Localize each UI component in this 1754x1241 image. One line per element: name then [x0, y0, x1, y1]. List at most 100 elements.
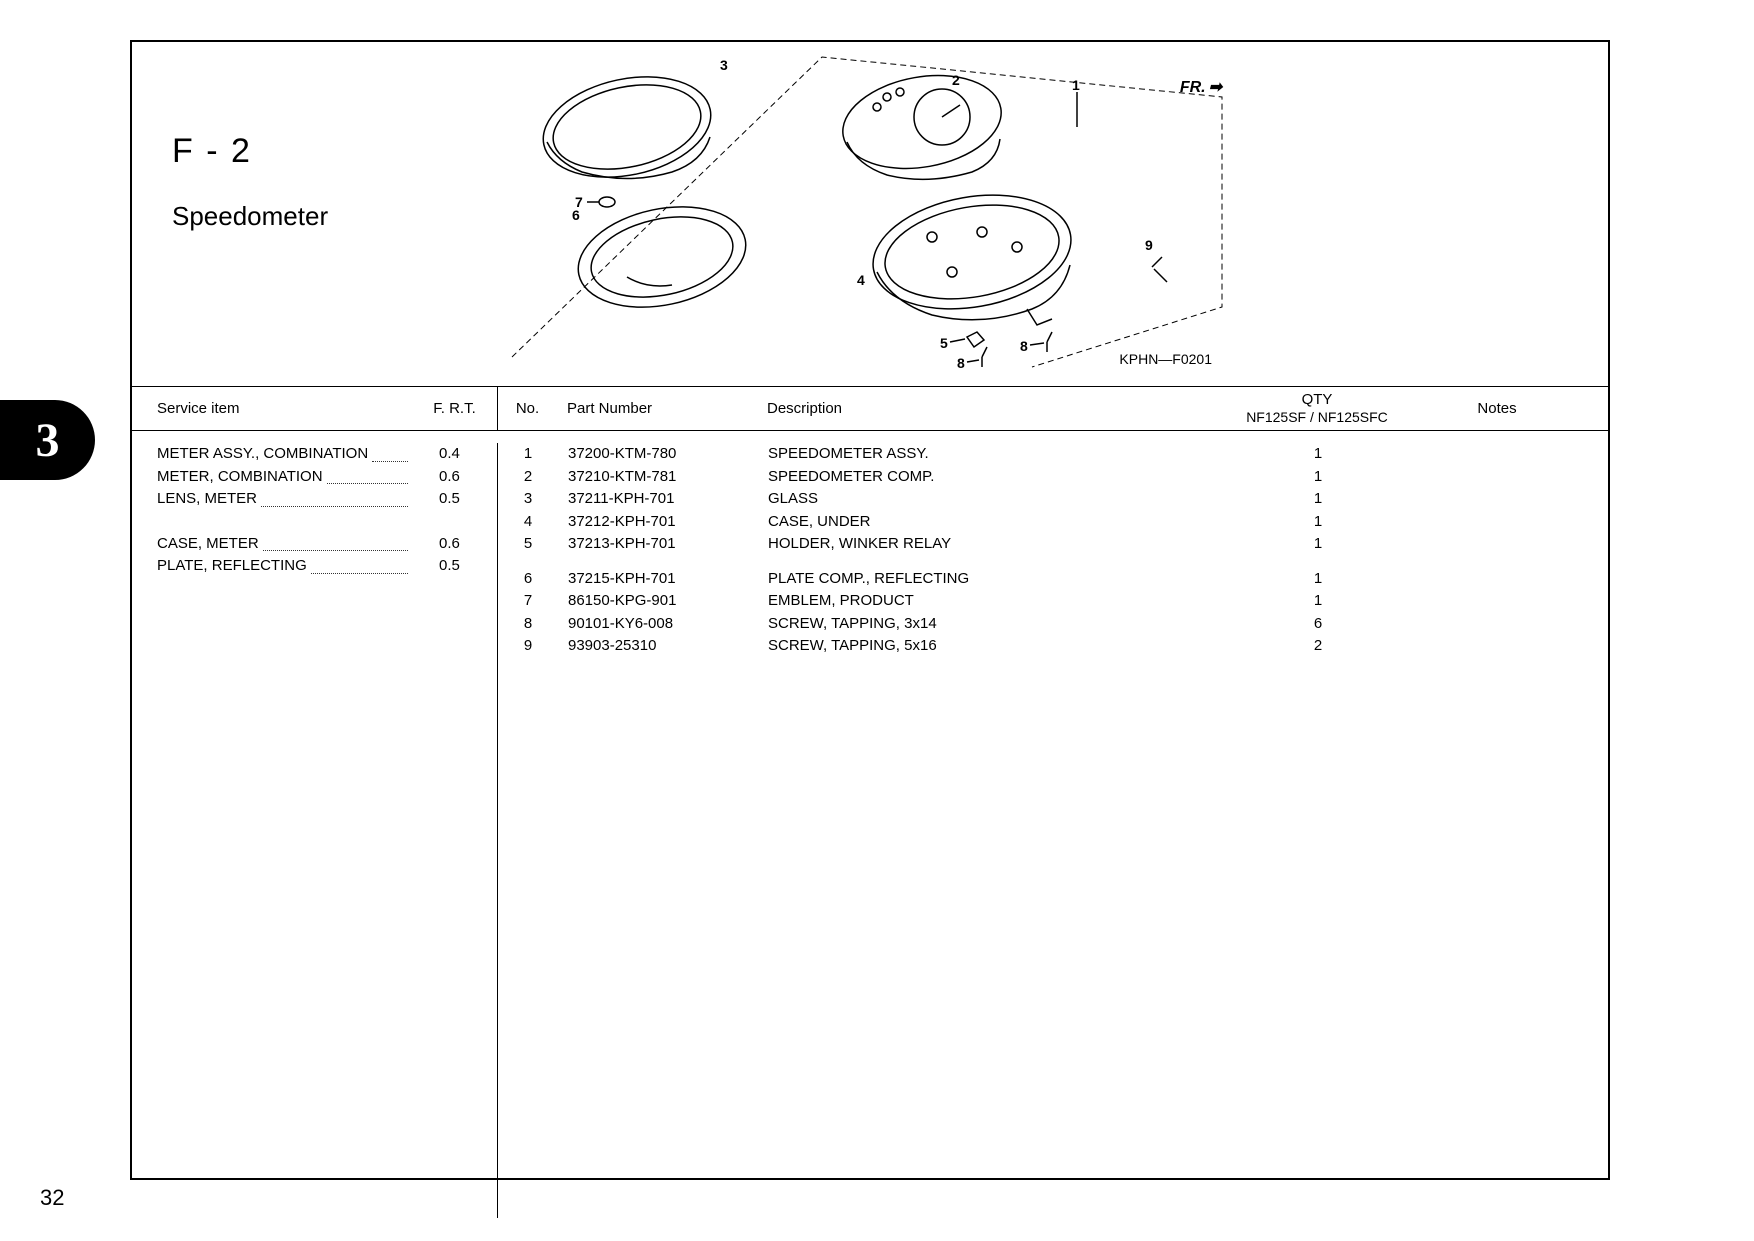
- part-notes: [1438, 466, 1558, 489]
- table-header-row: Service item F. R.T. No. Part Number Des…: [132, 387, 1608, 431]
- part-number: 37215-KPH-701: [558, 568, 758, 591]
- callout-1: 1: [1072, 77, 1080, 93]
- part-notes: [1438, 488, 1558, 511]
- part-qty: 1: [1198, 533, 1438, 556]
- section-code: F - 2: [172, 132, 328, 171]
- part-qty: 1: [1198, 488, 1438, 511]
- part-number: 37213-KPH-701: [558, 533, 758, 556]
- part-no: 8: [498, 613, 558, 636]
- part-description: EMBLEM, PRODUCT: [758, 590, 1198, 613]
- part-no: 6: [498, 568, 558, 591]
- callout-7: 7: [575, 194, 583, 210]
- service-name: LENS, METER: [132, 488, 412, 511]
- part-number: 37211-KPH-701: [558, 488, 758, 511]
- service-frt: 0.4: [439, 443, 489, 466]
- part-row: 2 37210-KTM-781 SPEEDOMETER COMP. 1: [498, 466, 1608, 489]
- header-qty-bottom: NF125SF / NF125SFC: [1246, 409, 1388, 426]
- page-number: 32: [40, 1185, 64, 1211]
- header-desc: Description: [757, 400, 1197, 417]
- part-description: SCREW, TAPPING, 5x16: [758, 635, 1198, 658]
- header-qty-top: QTY: [1302, 391, 1333, 409]
- part-notes: [1438, 511, 1558, 534]
- part-description: SPEEDOMETER COMP.: [758, 466, 1198, 489]
- parts-diagram: [472, 47, 1272, 382]
- part-description: SCREW, TAPPING, 3x14: [758, 613, 1198, 636]
- header-qty: QTY NF125SF / NF125SFC: [1197, 391, 1437, 426]
- part-description: CASE, UNDER: [758, 511, 1198, 534]
- part-number: 90101-KY6-008: [558, 613, 758, 636]
- part-notes: [1438, 590, 1558, 613]
- part-number: 37200-KTM-780: [558, 443, 758, 466]
- part-qty: 2: [1198, 635, 1438, 658]
- part-notes: [1438, 443, 1558, 466]
- part-notes: [1438, 613, 1558, 636]
- part-number: 37212-KPH-701: [558, 511, 758, 534]
- table-body: METER ASSY., COMBINATION 0.4 METER, COMB…: [132, 431, 1608, 1218]
- part-description: SPEEDOMETER ASSY.: [758, 443, 1198, 466]
- page-frame: F - 2 Speedometer: [130, 40, 1610, 1180]
- service-name: PLATE, REFLECTING: [132, 555, 412, 578]
- part-number: 93903-25310: [558, 635, 758, 658]
- callout-4: 4: [857, 272, 865, 288]
- part-no: 5: [498, 533, 558, 556]
- section-title: Speedometer: [172, 201, 328, 232]
- part-number: 37210-KTM-781: [558, 466, 758, 489]
- service-name: METER, COMBINATION: [132, 466, 412, 489]
- part-row: 9 93903-25310 SCREW, TAPPING, 5x16 2: [498, 635, 1608, 658]
- service-item-row: CASE, METER 0.6: [132, 533, 497, 556]
- service-column: METER ASSY., COMBINATION 0.4 METER, COMB…: [132, 443, 497, 1218]
- part-qty: 1: [1198, 568, 1438, 591]
- header-partnum: Part Number: [557, 400, 757, 417]
- header-frt: F. R.T.: [412, 400, 497, 417]
- part-qty: 6: [1198, 613, 1438, 636]
- title-block: F - 2 Speedometer: [172, 132, 328, 232]
- part-qty: 1: [1198, 511, 1438, 534]
- part-notes: [1438, 635, 1558, 658]
- part-row: 1 37200-KTM-780 SPEEDOMETER ASSY. 1: [498, 443, 1608, 466]
- parts-column: 1 37200-KTM-780 SPEEDOMETER ASSY. 1 2 37…: [497, 443, 1608, 1218]
- chapter-number: 3: [36, 413, 60, 468]
- callout-3: 3: [720, 57, 728, 73]
- fr-direction-badge: FR.: [1180, 77, 1222, 97]
- header-notes: Notes: [1437, 400, 1557, 417]
- service-frt: 0.6: [439, 533, 489, 556]
- part-no: 9: [498, 635, 558, 658]
- part-notes: [1438, 533, 1558, 556]
- callout-5: 5: [940, 335, 948, 351]
- part-row: 6 37215-KPH-701 PLATE COMP., REFLECTING …: [498, 568, 1608, 591]
- service-frt: 0.5: [439, 555, 489, 578]
- callout-2: 2: [952, 72, 960, 88]
- callout-8a: 8: [957, 355, 965, 371]
- parts-table: Service item F. R.T. No. Part Number Des…: [132, 387, 1608, 1218]
- header-no: No.: [497, 387, 557, 431]
- part-row: 8 90101-KY6-008 SCREW, TAPPING, 3x14 6: [498, 613, 1608, 636]
- callout-8b: 8: [1020, 338, 1028, 354]
- part-row: 5 37213-KPH-701 HOLDER, WINKER RELAY 1: [498, 533, 1608, 556]
- part-no: 2: [498, 466, 558, 489]
- part-no: 4: [498, 511, 558, 534]
- service-name: CASE, METER: [132, 533, 412, 556]
- service-frt: 0.5: [439, 488, 489, 511]
- part-row: 3 37211-KPH-701 GLASS 1: [498, 488, 1608, 511]
- callout-9: 9: [1145, 237, 1153, 253]
- service-item-row: LENS, METER 0.5: [132, 488, 497, 511]
- part-no: 7: [498, 590, 558, 613]
- part-qty: 1: [1198, 443, 1438, 466]
- part-qty: 1: [1198, 466, 1438, 489]
- part-notes: [1438, 568, 1558, 591]
- part-no: 3: [498, 488, 558, 511]
- part-no: 1: [498, 443, 558, 466]
- service-item-row: METER ASSY., COMBINATION 0.4: [132, 443, 497, 466]
- part-number: 86150-KPG-901: [558, 590, 758, 613]
- diagram-area: 3 2 1 4 5 6 7 8 8 9 FR. KPHN—F0201: [472, 47, 1272, 382]
- diagram-code: KPHN—F0201: [1119, 351, 1212, 367]
- header-section: F - 2 Speedometer: [132, 42, 1608, 387]
- part-row: 7 86150-KPG-901 EMBLEM, PRODUCT 1: [498, 590, 1608, 613]
- service-frt: 0.6: [439, 466, 489, 489]
- service-item-row: PLATE, REFLECTING 0.5: [132, 555, 497, 578]
- service-item-row: METER, COMBINATION 0.6: [132, 466, 497, 489]
- service-name: METER ASSY., COMBINATION: [132, 443, 412, 466]
- chapter-tab: 3: [0, 400, 95, 480]
- part-description: GLASS: [758, 488, 1198, 511]
- part-description: PLATE COMP., REFLECTING: [758, 568, 1198, 591]
